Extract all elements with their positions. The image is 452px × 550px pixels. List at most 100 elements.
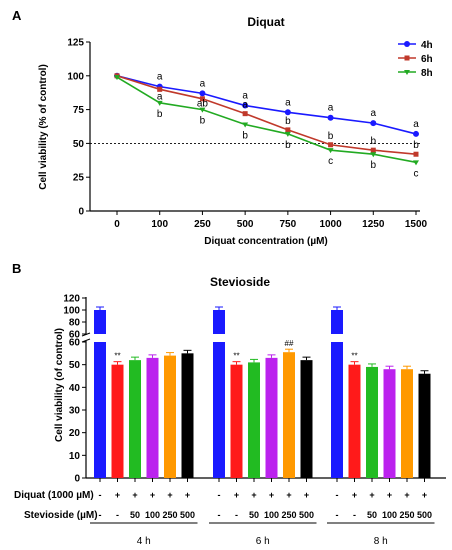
treatment-row-label: Diquat (1000 µM) [14,490,94,501]
bar [94,342,106,478]
significance-letter: a [157,92,163,103]
data-point [242,102,249,109]
x-tick-label: 100 [151,219,168,230]
treatment-cell: + [234,490,239,500]
bar [401,369,413,478]
y-tick-label: 100 [67,71,84,82]
treatment-cell: + [387,490,392,500]
y-tick-label: 0 [74,474,80,485]
bar [164,355,176,478]
y-tick-label: 30 [69,406,81,417]
treatment-cell: 50 [130,510,140,520]
significance-letter: b [371,160,377,171]
data-point [114,75,120,81]
treatment-cell: - [336,510,339,520]
treatment-cell: + [269,490,274,500]
treatment-cell: 250 [399,510,414,520]
significance-letter: c [414,168,419,179]
x-axis-label: Diquat concentration (µM) [204,236,328,247]
series-line [116,75,417,156]
data-point [327,148,334,154]
significance-letter: b [242,130,248,141]
y-axis-label: Cell viability (% of control) [38,64,49,190]
bar [383,369,396,478]
data-point [284,131,291,137]
data-point [284,109,291,116]
y-tick-label: 50 [73,139,85,150]
significance-letter: b [200,116,206,127]
series-line [116,76,417,164]
treatment-cell: 500 [299,510,314,520]
bar [181,353,194,478]
treatment-cell: + [286,490,291,500]
significance-letter: c [328,156,333,167]
significance-letter: b [285,140,291,151]
treatment-cell: + [132,490,137,500]
significance-letter: b [157,109,163,120]
data-point [370,147,376,153]
significance-letter: b [371,136,377,147]
bar [348,364,361,478]
significance-letter: b [328,131,334,142]
treatment-cell: - [99,510,102,520]
plot-area: ** ** ## ** [94,306,431,478]
significance-mark: ** [351,352,357,361]
group-label: 4 h [137,536,151,547]
treatment-cell: - [218,510,221,520]
y-tick-label: 100 [63,306,80,317]
significance-mark: ## [285,339,294,348]
series-line [116,75,417,135]
treatment-cell: - [218,490,221,500]
y-tick-label: 20 [69,428,81,439]
significance-mark: ** [233,352,239,361]
y-tick-label: 25 [73,173,85,184]
data-point [370,152,377,158]
data-point [413,151,419,157]
treatment-row-label: Stevioside (µM) [24,510,98,521]
legend-label: 8h [421,68,433,79]
significance-letter: a [157,72,163,83]
treatment-cell: + [150,490,155,500]
data-point [199,107,206,113]
significance-letter: a [200,78,206,89]
x-tick-label: 750 [280,219,297,230]
x-tick-label: 0 [114,219,120,230]
x-tick-label: 1250 [362,219,385,230]
treatment-cell: + [115,490,120,500]
y-tick-label: 120 [63,294,80,305]
treatment-cell: 100 [145,510,160,520]
treatment-cell: - [235,510,238,520]
significance-letter: a [328,103,334,114]
treatment-cell: 500 [417,510,432,520]
bar [283,352,295,478]
treatment-cell: 50 [367,510,377,520]
data-point [328,142,334,148]
x-tick-label: 500 [237,219,254,230]
data-point [242,111,248,117]
significance-letter: a [285,97,291,108]
treatment-cell: - [99,490,102,500]
significance-letter: a [242,100,248,111]
x-tick-label: 1000 [319,219,342,230]
y-tick-label: 75 [73,105,85,116]
line-chart-panel: Diquat Diquat concentration (µM) Cell vi… [38,15,433,247]
data-point [157,86,163,92]
legend-label: 6h [421,54,433,65]
significance-mark: ** [114,352,120,361]
y-tick-label: 0 [78,207,84,218]
treatment-cell: + [404,490,409,500]
treatment-cell: - [116,510,119,520]
bar [331,342,343,478]
legend-label: 4h [421,40,433,51]
treatment-cell: + [369,490,374,500]
treatment-cell: - [353,510,356,520]
y-tick-label: 10 [69,451,81,462]
y-tick-label: 50 [69,360,81,371]
x-tick-label: 250 [194,219,211,230]
y-axis-label: Cell viability (of control) [54,328,65,442]
treatment-cell: 100 [264,510,279,520]
bar [300,360,313,478]
data-point [156,100,163,106]
